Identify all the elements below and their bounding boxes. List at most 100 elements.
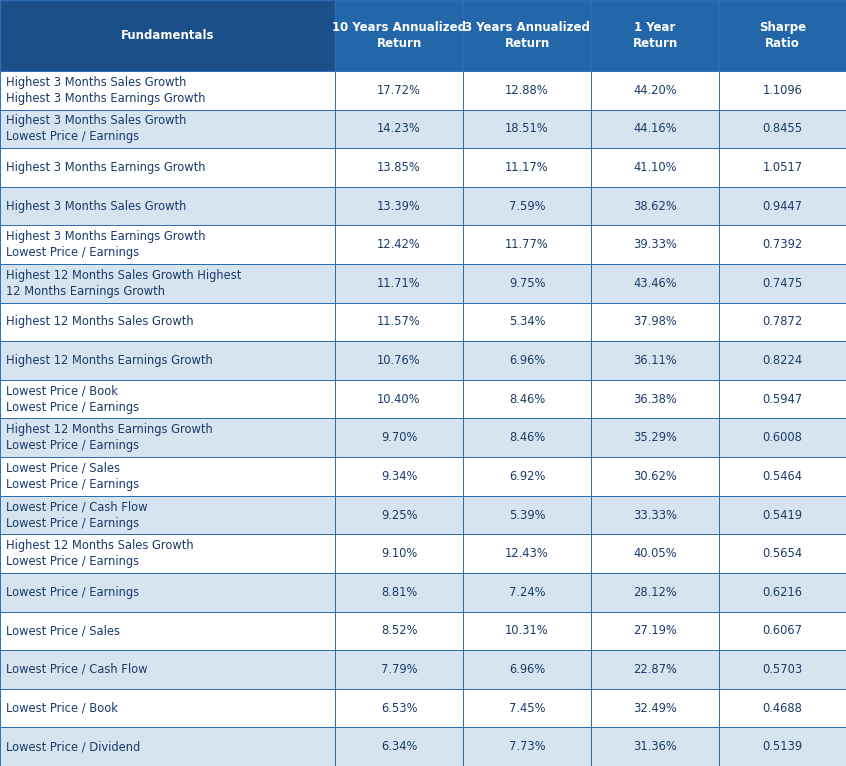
Bar <box>719 535 846 573</box>
Text: 9.75%: 9.75% <box>508 277 546 290</box>
Text: 11.71%: 11.71% <box>377 277 420 290</box>
Bar <box>719 496 846 535</box>
Bar <box>591 611 719 650</box>
Bar <box>0 611 335 650</box>
Bar <box>335 650 463 689</box>
Bar <box>591 342 719 380</box>
Bar <box>591 418 719 457</box>
Text: Highest 3 Months Earnings Growth: Highest 3 Months Earnings Growth <box>6 161 206 174</box>
Bar <box>335 225 463 264</box>
Bar <box>591 148 719 187</box>
Text: Highest 3 Months Sales Growth
Lowest Price / Earnings: Highest 3 Months Sales Growth Lowest Pri… <box>6 114 186 143</box>
Text: 6.96%: 6.96% <box>509 354 545 367</box>
Text: 27.19%: 27.19% <box>633 624 677 637</box>
Text: 8.52%: 8.52% <box>381 624 417 637</box>
Bar <box>463 611 591 650</box>
Bar <box>0 650 335 689</box>
Bar <box>463 689 591 728</box>
Bar <box>719 148 846 187</box>
Bar <box>719 689 846 728</box>
Text: Highest 12 Months Sales Growth Highest
12 Months Earnings Growth: Highest 12 Months Sales Growth Highest 1… <box>6 269 241 298</box>
Bar <box>0 418 335 457</box>
Text: 0.6008: 0.6008 <box>762 431 803 444</box>
Bar <box>463 457 591 496</box>
Text: 7.73%: 7.73% <box>508 740 546 753</box>
Text: 1 Year
Return: 1 Year Return <box>632 21 678 50</box>
Bar <box>719 0 846 71</box>
Text: Highest 3 Months Sales Growth: Highest 3 Months Sales Growth <box>6 200 186 213</box>
Bar <box>591 71 719 110</box>
Bar <box>591 303 719 342</box>
Text: 36.38%: 36.38% <box>633 393 677 406</box>
Text: 6.96%: 6.96% <box>509 663 545 676</box>
Text: Lowest Price / Book
Lowest Price / Earnings: Lowest Price / Book Lowest Price / Earni… <box>6 385 139 414</box>
Text: Highest 12 Months Sales Growth
Lowest Price / Earnings: Highest 12 Months Sales Growth Lowest Pr… <box>6 539 194 568</box>
Text: 6.92%: 6.92% <box>508 470 545 483</box>
Text: 9.10%: 9.10% <box>381 547 417 560</box>
Text: Lowest Price / Sales: Lowest Price / Sales <box>6 624 120 637</box>
Bar <box>591 187 719 225</box>
Bar <box>591 380 719 418</box>
Bar <box>0 689 335 728</box>
Bar <box>719 264 846 303</box>
Text: 10.31%: 10.31% <box>505 624 549 637</box>
Text: 10.40%: 10.40% <box>377 393 420 406</box>
Text: 5.34%: 5.34% <box>508 316 546 329</box>
Text: 8.46%: 8.46% <box>509 393 545 406</box>
Bar <box>591 650 719 689</box>
Text: 22.87%: 22.87% <box>633 663 677 676</box>
Text: Highest 12 Months Earnings Growth
Lowest Price / Earnings: Highest 12 Months Earnings Growth Lowest… <box>6 424 212 452</box>
Text: 32.49%: 32.49% <box>633 702 677 715</box>
Bar <box>335 303 463 342</box>
Text: 30.62%: 30.62% <box>633 470 677 483</box>
Text: 7.79%: 7.79% <box>381 663 417 676</box>
Bar <box>591 110 719 148</box>
Bar <box>591 225 719 264</box>
Bar <box>463 303 591 342</box>
Text: 13.39%: 13.39% <box>377 200 420 213</box>
Bar <box>463 187 591 225</box>
Bar <box>0 342 335 380</box>
Text: 0.5139: 0.5139 <box>762 740 803 753</box>
Text: 1.0517: 1.0517 <box>762 161 803 174</box>
Bar <box>0 496 335 535</box>
Bar <box>719 728 846 766</box>
Text: 11.77%: 11.77% <box>505 238 549 251</box>
Text: Lowest Price / Cash Flow
Lowest Price / Earnings: Lowest Price / Cash Flow Lowest Price / … <box>6 500 147 529</box>
Bar <box>719 457 846 496</box>
Text: 17.72%: 17.72% <box>377 83 421 97</box>
Text: 44.16%: 44.16% <box>634 123 677 136</box>
Bar <box>335 71 463 110</box>
Text: 5.39%: 5.39% <box>508 509 546 522</box>
Bar <box>719 380 846 418</box>
Text: 7.45%: 7.45% <box>508 702 546 715</box>
Text: 10 Years Annualized
Return: 10 Years Annualized Return <box>332 21 466 50</box>
Text: Highest 3 Months Earnings Growth
Lowest Price / Earnings: Highest 3 Months Earnings Growth Lowest … <box>6 231 206 259</box>
Bar <box>463 650 591 689</box>
Bar <box>335 573 463 611</box>
Text: 0.6216: 0.6216 <box>762 586 803 599</box>
Text: 7.59%: 7.59% <box>508 200 546 213</box>
Bar <box>335 264 463 303</box>
Bar <box>335 418 463 457</box>
Text: 10.76%: 10.76% <box>377 354 420 367</box>
Bar <box>719 342 846 380</box>
Bar <box>0 264 335 303</box>
Bar <box>463 380 591 418</box>
Text: 14.23%: 14.23% <box>377 123 420 136</box>
Bar <box>719 71 846 110</box>
Bar <box>591 264 719 303</box>
Text: 7.24%: 7.24% <box>508 586 546 599</box>
Text: 0.6067: 0.6067 <box>762 624 803 637</box>
Bar <box>335 0 463 71</box>
Text: 0.5419: 0.5419 <box>762 509 803 522</box>
Bar <box>719 611 846 650</box>
Bar <box>335 187 463 225</box>
Bar <box>335 342 463 380</box>
Bar <box>463 0 591 71</box>
Bar <box>463 71 591 110</box>
Bar <box>591 0 719 71</box>
Text: Sharpe
Ratio: Sharpe Ratio <box>759 21 806 50</box>
Text: 12.88%: 12.88% <box>505 83 549 97</box>
Text: 9.70%: 9.70% <box>381 431 417 444</box>
